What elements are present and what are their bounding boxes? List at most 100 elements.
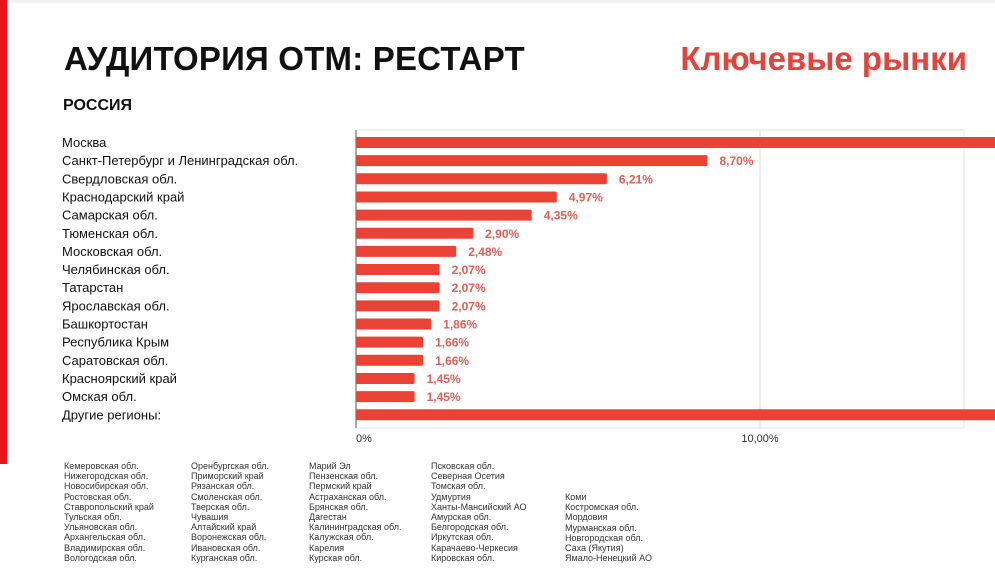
bar (356, 391, 415, 403)
other-region-item: Воронежская обл. (191, 532, 267, 543)
other-region-item: Пермский край (309, 481, 372, 492)
other-region-item: Амурская обл. (431, 511, 492, 522)
other-region-item: Новосибирская обл. (64, 481, 149, 492)
bar (356, 282, 440, 294)
other-region-item: Приморский край (191, 471, 264, 482)
other-region-item: Новгородская обл. (565, 532, 643, 543)
other-regions-column-3: Марий Эл Пензенская обл. Пермский край Астр… (309, 461, 402, 563)
category-label: Краснодарский край (62, 189, 184, 204)
category-label: Саратовская обл. (62, 353, 168, 368)
other-regions-column-2: Оренбургская обл. Приморский край Рязанска… (191, 461, 269, 563)
category-label: Самарская обл. (62, 208, 158, 223)
page-title: АУДИТОРИЯ ОТМ: РЕСТАРТ (64, 40, 525, 77)
other-region-item: Курганская обл. (191, 552, 258, 563)
other-region-item: Кировская обл. (431, 552, 495, 563)
other-region-item: Удмуртия (431, 491, 471, 502)
category-label: Ярославская обл. (62, 298, 170, 313)
value-label: 2,90% (485, 227, 519, 241)
bar (356, 227, 474, 239)
category-label: Челябинская обл. (62, 262, 170, 277)
other-region-item: Карачаево-Черкесия (431, 542, 518, 553)
value-label: 1,66% (435, 354, 469, 368)
category-label: Другие регионы: (62, 407, 161, 422)
other-region-item: Дагестан (309, 511, 347, 522)
other-region-item: Курская обл. (309, 552, 363, 563)
category-label: Московская обл. (62, 244, 162, 259)
bar (356, 264, 440, 276)
other-region-item: Смоленская обл. (191, 491, 263, 502)
x-tick-label: 10,00% (741, 433, 779, 445)
category-label: Республика Крым (62, 335, 169, 350)
bar (356, 155, 708, 167)
other-region-item: Астраханская обл. (309, 491, 387, 502)
other-region-item: Ханты-Мансийский АО (431, 501, 527, 512)
other-region-item: Марий Эл (309, 461, 351, 471)
other-region-item: Карелия (309, 542, 345, 553)
other-region-item: Брянская обл. (309, 501, 369, 512)
other-region-item: Владимирская обл. (64, 542, 146, 553)
bar (356, 245, 457, 257)
other-region-item: Ульяновская обл. (64, 522, 138, 533)
value-label: 2,07% (452, 299, 486, 313)
other-region-item: Псковская обл. (431, 461, 495, 471)
category-label: Татарстан (62, 280, 123, 295)
other-regions-column-5: Коми Костромская обл. Мордовия Мурманская о… (565, 492, 652, 563)
other-region-item: Белгородская обл. (431, 522, 509, 533)
value-label: 4,35% (544, 209, 578, 223)
value-label: 2,48% (468, 245, 502, 259)
other-region-item: Чувашия (191, 511, 229, 522)
bar (356, 318, 432, 330)
category-label: Свердловская обл. (62, 171, 177, 186)
value-label: 2,07% (452, 281, 486, 295)
other-region-item: Ямало-Ненецкий АО (565, 553, 652, 564)
category-label: Омская обл. (62, 389, 137, 404)
other-region-item: Иркутская обл. (431, 532, 494, 543)
x-tick-label: 0% (356, 433, 372, 445)
section-label: РОССИЯ (63, 97, 133, 114)
other-regions-column-4: Псковская обл. Северная Осетия Томская обл… (431, 461, 527, 563)
category-label: Тюменская обл. (62, 226, 158, 241)
other-region-item: Коми (565, 492, 587, 502)
other-region-item: Вологодская обл. (64, 552, 137, 563)
value-label: 8,70% (719, 154, 753, 168)
other-region-item: Нижегородская обл. (64, 471, 149, 482)
value-label: 1,45% (427, 372, 461, 386)
category-label: Санкт-Петербург и Ленинградская обл. (62, 153, 298, 168)
other-region-item: Кемеровская обл. (64, 461, 139, 471)
other-region-item: Тульская обл. (64, 511, 122, 522)
other-region-item: Томская обл. (431, 481, 486, 492)
bar (356, 137, 995, 148)
other-region-item: Оренбургская обл. (191, 461, 269, 471)
other-region-item: Ивановская обл. (191, 542, 261, 553)
top-rule (0, 0, 995, 3)
value-label: 1,45% (427, 390, 461, 404)
value-label: 4,97% (569, 190, 603, 204)
value-label: 6,21% (619, 172, 653, 186)
bar (356, 409, 995, 421)
page-subtitle: Ключевые рынки (680, 40, 967, 77)
bar (356, 300, 440, 312)
other-region-item: Рязанская обл. (191, 481, 255, 492)
other-region-item: Северная Осетия (431, 471, 505, 482)
value-label: 2,07% (452, 263, 486, 277)
other-regions-column-1: Кемеровская обл. Нижегородская обл. Новоси… (64, 461, 154, 563)
other-region-item: Калужская обл. (309, 532, 374, 543)
bar (356, 209, 532, 221)
bar (356, 191, 557, 203)
value-label: 1,66% (435, 336, 469, 350)
bar (356, 354, 424, 366)
other-region-item: Тверская обл. (191, 501, 250, 512)
other-region-item: Мордовия (565, 512, 608, 523)
accent-bar (0, 0, 7, 464)
other-region-item: Ставропольский край (64, 501, 154, 512)
other-region-item: Пензенская обл. (309, 471, 378, 482)
other-region-item: Саха (Якутия) (565, 542, 624, 553)
other-region-item: Мурманская обл. (565, 522, 637, 533)
category-label: Москва (62, 135, 107, 150)
other-region-item: Архангельская обл. (64, 532, 146, 543)
bar-chart: 0%10,00%20,00%Москва26,09%Санкт-Петербур… (62, 129, 995, 445)
bar (356, 336, 424, 348)
other-region-item: Алтайский край (191, 522, 257, 533)
value-label: 1,86% (443, 318, 477, 332)
bar (356, 372, 415, 384)
